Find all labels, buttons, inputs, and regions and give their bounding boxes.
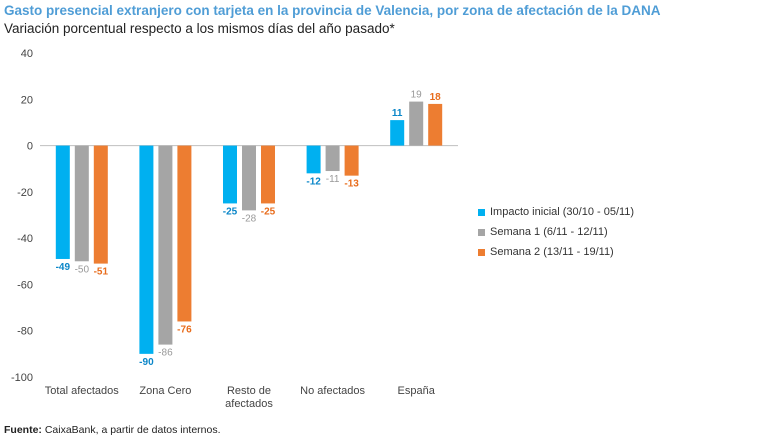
- x-tick-label: Resto de: [227, 385, 271, 397]
- data-label: 11: [392, 108, 403, 119]
- data-label: -86: [158, 348, 173, 359]
- chart-title: Gasto presencial extranjero con tarjeta …: [4, 3, 661, 18]
- y-tick-label: 40: [21, 48, 33, 60]
- legend-label-semana-2: Semana 2 (13/11 - 19/11): [490, 246, 614, 258]
- bar: [325, 145, 340, 172]
- bar: [242, 145, 256, 211]
- data-label: -49: [56, 262, 71, 273]
- bar: [223, 145, 237, 204]
- bar: [93, 145, 108, 264]
- bar: [74, 145, 89, 262]
- data-label: -28: [242, 213, 257, 224]
- y-tick-label: 0: [27, 141, 33, 153]
- data-label: -51: [94, 267, 109, 278]
- legend: Impacto inicial (30/10 - 05/11) Semana 1…: [478, 202, 634, 262]
- x-tick-label: Zona Cero: [139, 385, 191, 397]
- bar: [306, 145, 321, 174]
- legend-item-semana-1: Semana 1 (6/11 - 12/11): [478, 222, 634, 242]
- source-label: Fuente:: [4, 424, 42, 436]
- source-text: CaixaBank, a partir de datos internos.: [41, 424, 221, 436]
- x-tick-label: No afectados: [300, 385, 365, 397]
- bar: [344, 145, 359, 176]
- legend-label-semana-1: Semana 1 (6/11 - 12/11): [490, 226, 608, 238]
- data-label: -25: [261, 206, 276, 217]
- data-label: -12: [306, 176, 321, 187]
- data-label: -13: [344, 179, 359, 190]
- y-tick-label: 20: [21, 94, 33, 106]
- data-label: 19: [411, 90, 423, 101]
- x-tick-label: afectados: [225, 398, 273, 410]
- data-label: -11: [326, 174, 340, 185]
- y-tick-label: -20: [17, 187, 33, 199]
- data-label: -76: [177, 324, 192, 335]
- data-label: -25: [223, 206, 238, 217]
- bar: [390, 120, 405, 146]
- legend-swatch-semana-2: [478, 248, 485, 256]
- y-tick-label: -80: [17, 326, 33, 338]
- legend-item-semana-2: Semana 2 (13/11 - 19/11): [478, 242, 634, 262]
- chart-subtitle: Variación porcentual respecto a los mism…: [4, 21, 395, 36]
- x-tick-label: España: [398, 385, 436, 397]
- bar: [55, 145, 70, 259]
- y-tick-label: -60: [17, 279, 33, 291]
- y-tick-label: -40: [17, 233, 33, 245]
- data-label: -50: [75, 264, 90, 275]
- bar: [428, 103, 443, 146]
- x-tick-label: Total afectados: [45, 385, 119, 397]
- legend-swatch-semana-1: [478, 228, 485, 236]
- y-tick-label: -100: [11, 372, 33, 384]
- data-label: 18: [430, 92, 442, 103]
- bar: [139, 145, 154, 354]
- legend-label-impacto: Impacto inicial (30/10 - 05/11): [490, 206, 635, 218]
- bar: [177, 145, 192, 322]
- data-label: -90: [139, 357, 154, 368]
- bar: [409, 101, 424, 146]
- source-note: Fuente: CaixaBank, a partir de datos int…: [4, 424, 221, 436]
- bar: [158, 145, 173, 345]
- legend-swatch-impacto: [478, 208, 485, 216]
- legend-item-impacto: Impacto inicial (30/10 - 05/11): [478, 202, 634, 222]
- bar: [261, 145, 275, 204]
